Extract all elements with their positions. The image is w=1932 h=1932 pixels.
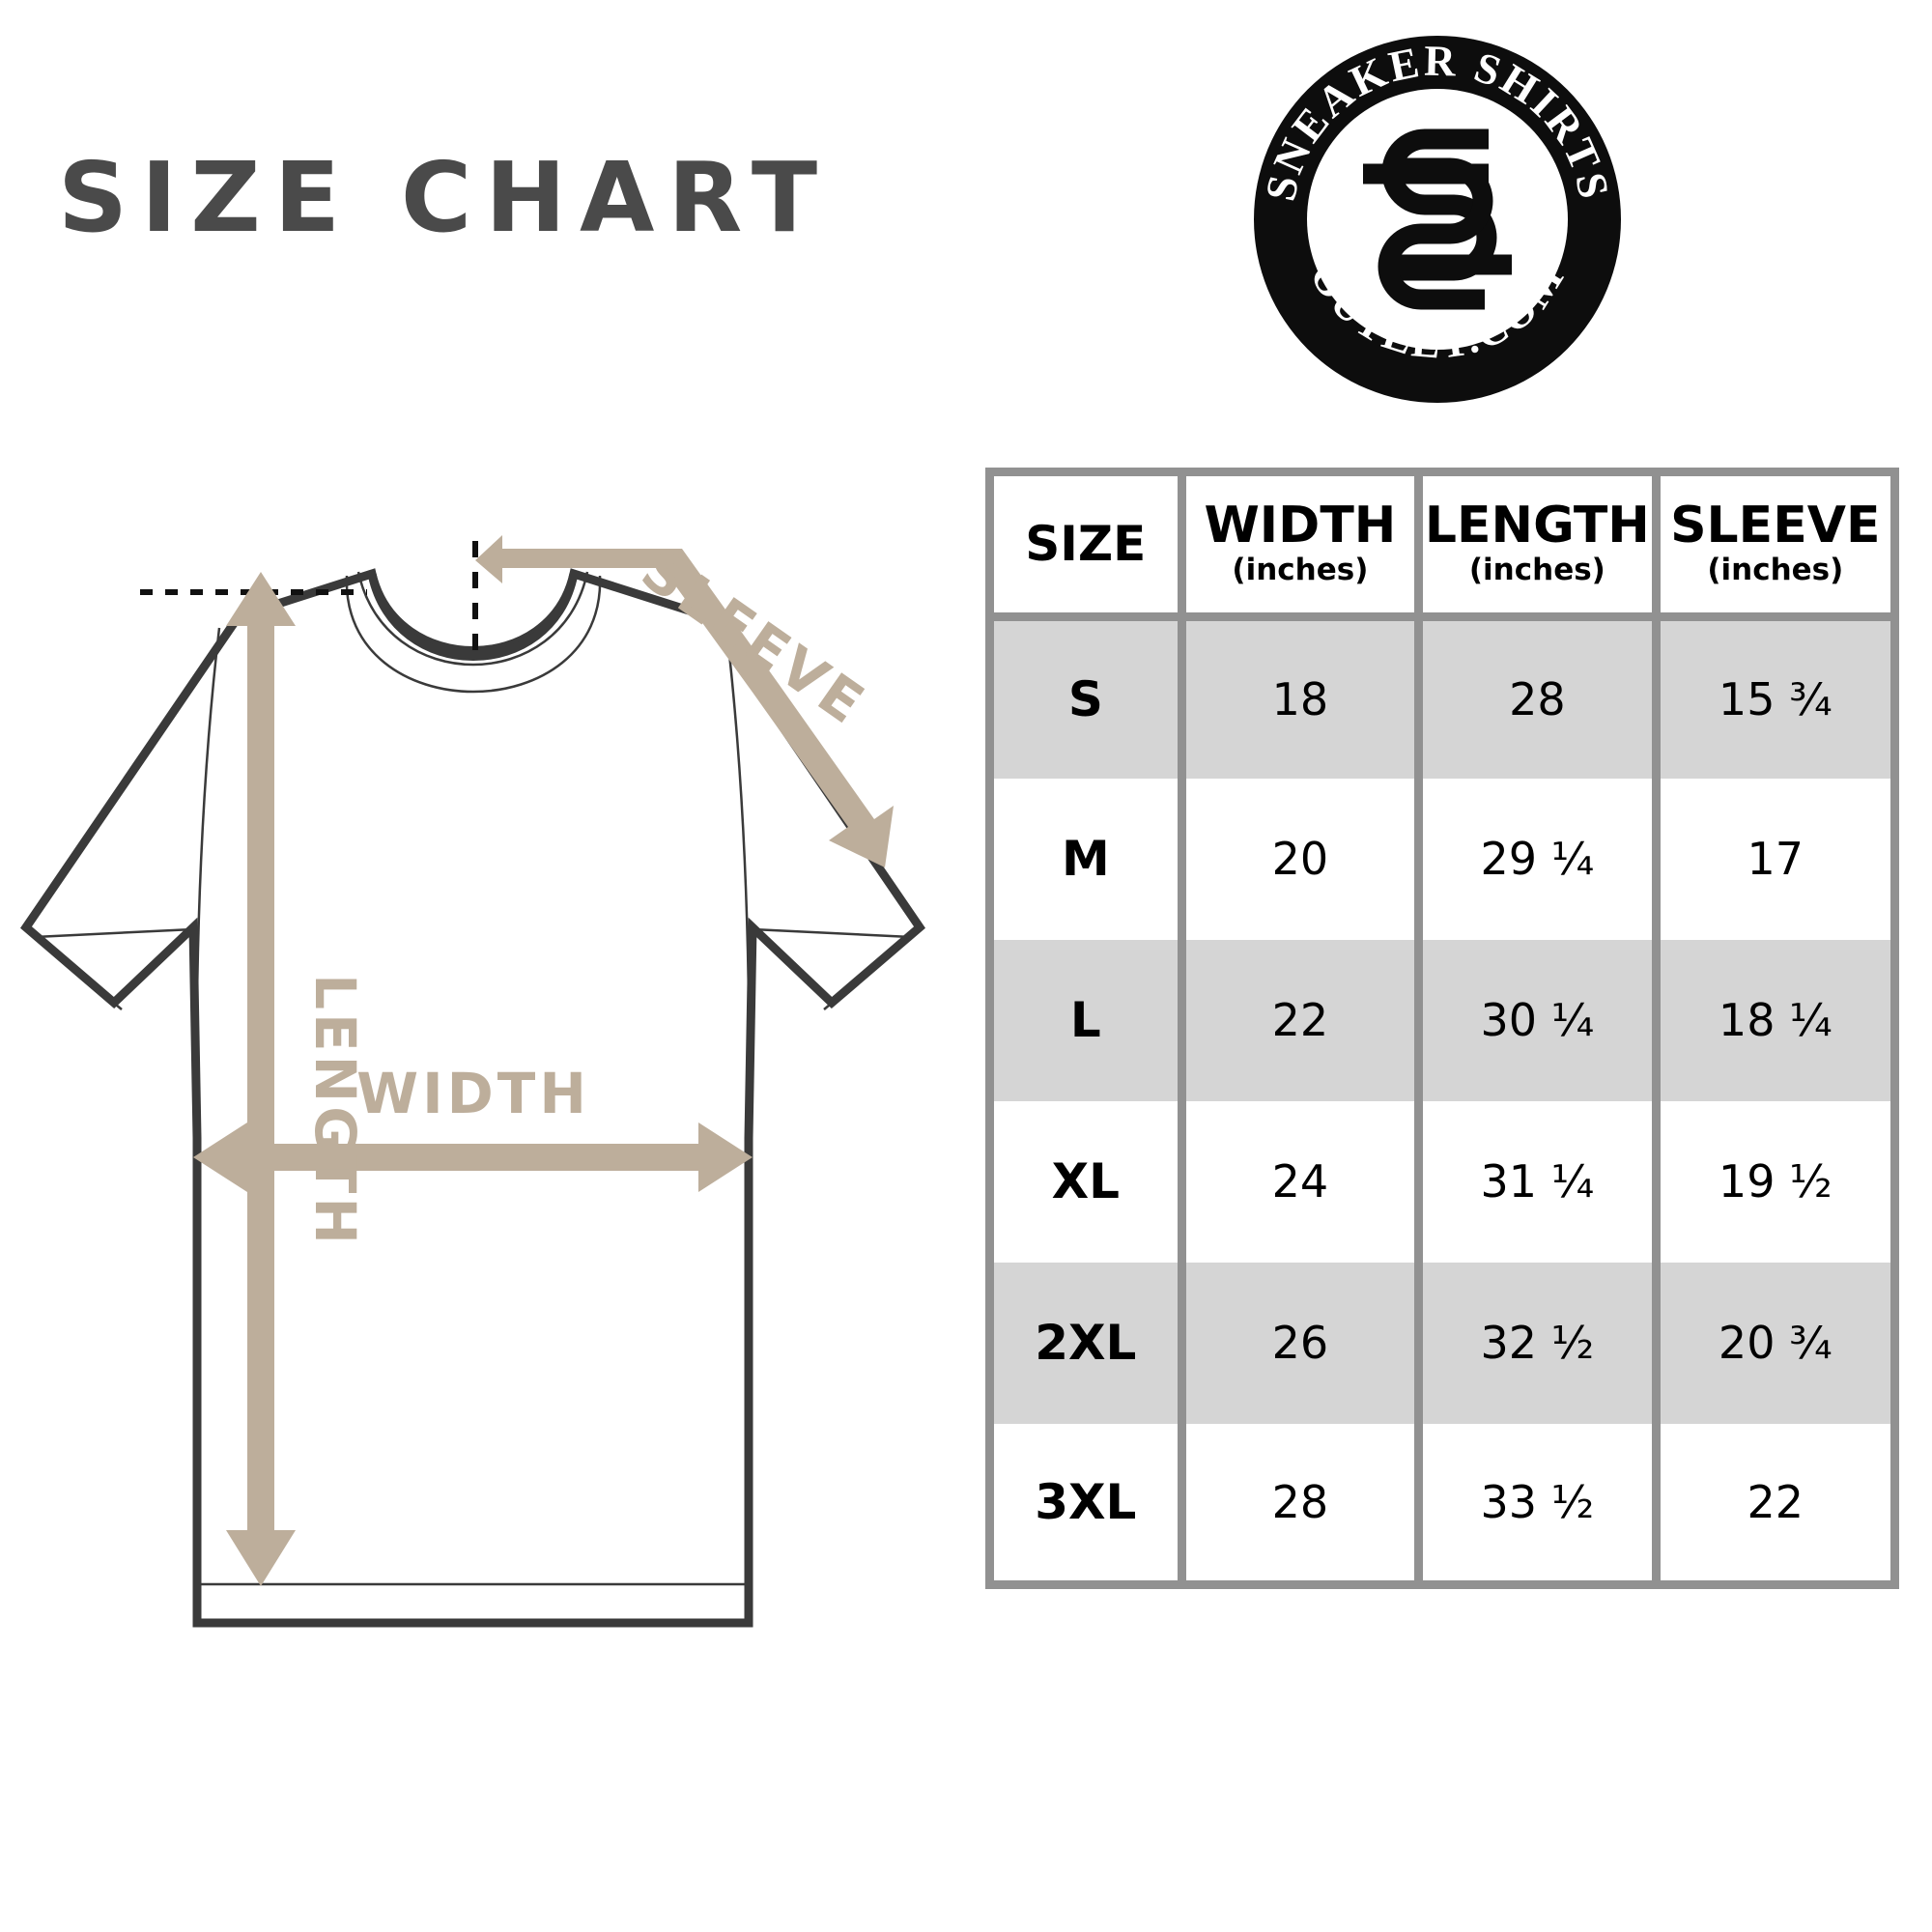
cell-size: L [989,939,1186,1101]
length-measure-arrow [226,572,296,1586]
table-row: XL 24 31 ¼ 19 ½ [989,1100,1895,1263]
cell-size: 2XL [989,1262,1186,1424]
table-header-row: SIZE WIDTH (inches) LENGTH (inches) SLEE… [989,471,1895,621]
cell-size: M [989,778,1186,940]
cell-length: 29 ¼ [1414,778,1661,940]
collar-band-icon [367,573,579,661]
cell-length: 31 ¼ [1414,1100,1661,1263]
cell-length: 33 ½ [1414,1423,1661,1585]
cell-width: 24 [1177,1100,1424,1263]
cell-width: 26 [1177,1262,1424,1424]
page-title: SIZE CHART [58,141,832,254]
width-label-text: WIDTH [356,1061,590,1126]
cell-size: 3XL [989,1423,1186,1585]
cell-sleeve: 15 ¾ [1651,616,1895,779]
column-header-length-label: LENGTH [1424,496,1650,554]
cell-length: 28 [1414,616,1661,779]
collar-detail-icon [345,571,602,694]
table-body: S 18 28 15 ¾ M 20 29 ¼ 17 L 22 30 ¼ 18 ¼… [989,616,1895,1585]
cell-sleeve: 20 ¾ [1651,1262,1895,1424]
column-header-length: LENGTH (inches) [1414,471,1661,621]
column-header-sleeve-label: SLEEVE [1670,496,1881,554]
table-row: S 18 28 15 ¾ [989,616,1895,779]
column-header-length-unit: (inches) [1468,552,1605,587]
column-header-sleeve-unit: (inches) [1707,552,1844,587]
table-row: L 22 30 ¼ 18 ¼ [989,939,1895,1101]
size-table-container: SIZE WIDTH (inches) LENGTH (inches) SLEE… [985,468,1899,1589]
cell-sleeve: 17 [1651,778,1895,940]
column-header-sleeve: SLEEVE (inches) [1651,471,1895,621]
column-header-width-unit: (inches) [1232,552,1369,587]
cell-length: 32 ½ [1414,1262,1661,1424]
tshirt-measurement-diagram: SLEEVE WIDTH LENGTH [0,512,966,1642]
column-header-width: WIDTH (inches) [1177,471,1424,621]
cell-sleeve: 19 ½ [1651,1100,1895,1263]
table-row: 2XL 26 32 ½ 20 ¾ [989,1262,1895,1424]
column-header-width-label: WIDTH [1204,496,1397,554]
cell-length: 30 ¼ [1414,939,1661,1101]
cell-width: 22 [1177,939,1424,1101]
table-header: SIZE WIDTH (inches) LENGTH (inches) SLEE… [989,471,1895,621]
brand-logo-icon: SNEAKER SHIRTS OUTLET.COM [1254,36,1621,403]
cell-size: XL [989,1100,1186,1263]
column-header-size-label: SIZE [1025,516,1147,572]
cell-sleeve: 22 [1651,1423,1895,1585]
sleeve-seam-icon [34,627,912,1139]
column-header-size: SIZE [989,471,1186,621]
cell-sleeve: 18 ¼ [1651,939,1895,1101]
width-measure-arrow [193,1122,753,1192]
table-row: M 20 29 ¼ 17 [989,778,1895,940]
sleeve-measure-arrow [475,535,894,867]
brand-logo: SNEAKER SHIRTS OUTLET.COM [1249,31,1626,408]
cell-width: 20 [1177,778,1424,940]
cell-width: 28 [1177,1423,1424,1585]
cell-size: S [989,616,1186,779]
table-row: 3XL 28 33 ½ 22 [989,1423,1895,1585]
logo-monogram-icon [1363,128,1512,310]
cell-width: 18 [1177,616,1424,779]
length-label-text: LENGTH [302,974,368,1248]
size-chart-table: SIZE WIDTH (inches) LENGTH (inches) SLEE… [985,468,1899,1589]
